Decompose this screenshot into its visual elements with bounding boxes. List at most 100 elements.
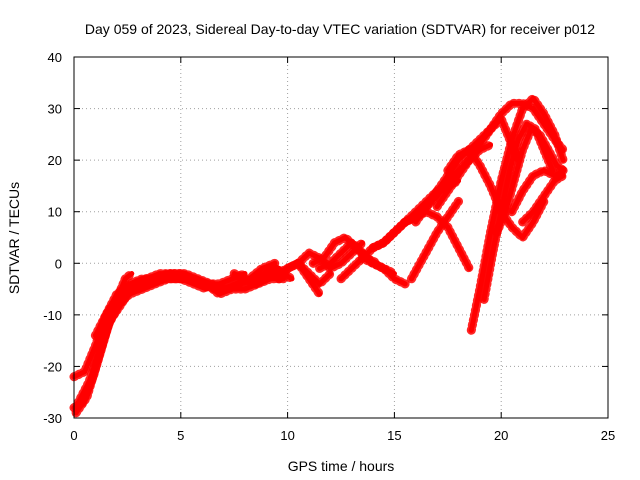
data-point <box>86 379 92 385</box>
data-point <box>509 209 515 215</box>
data-point <box>498 116 504 122</box>
data-point <box>468 327 474 333</box>
data-point <box>349 265 355 271</box>
data-point <box>488 142 493 148</box>
data-point <box>530 95 536 101</box>
x-tick-label: 15 <box>387 428 401 443</box>
data-point <box>477 142 483 148</box>
data-point <box>524 121 530 127</box>
data-point <box>169 271 175 277</box>
x-tick-label: 10 <box>280 428 294 443</box>
data-point <box>253 281 259 287</box>
y-tick-label: -10 <box>43 308 62 323</box>
data-point <box>191 276 197 282</box>
data-point <box>488 126 493 132</box>
data-point <box>231 271 237 277</box>
data-point <box>317 291 323 297</box>
data-point <box>317 265 323 271</box>
data-point <box>560 168 566 173</box>
data-point <box>528 126 534 132</box>
y-tick-label: 10 <box>48 205 62 220</box>
data-point <box>503 209 508 215</box>
series-layer <box>69 93 568 418</box>
data-point <box>332 240 338 246</box>
data-point <box>122 276 128 282</box>
data-point <box>242 276 248 282</box>
data-point <box>263 276 269 282</box>
data-point <box>520 235 526 240</box>
x-tick-label: 0 <box>70 428 77 443</box>
series-markers <box>407 196 463 284</box>
data-point <box>509 224 515 230</box>
series-markers <box>357 253 410 289</box>
data-point <box>97 348 103 354</box>
data-point <box>359 240 365 246</box>
data-point <box>295 260 301 266</box>
x-tick-label: 20 <box>494 428 508 443</box>
data-point <box>477 162 483 168</box>
data-point <box>552 178 558 184</box>
data-point <box>426 245 432 251</box>
data-point <box>310 260 316 266</box>
data-point <box>545 147 551 153</box>
y-tick-label: 0 <box>55 256 62 271</box>
series-pass-12 <box>293 238 367 273</box>
data-point <box>541 111 547 117</box>
series-markers <box>466 93 568 335</box>
data-point <box>434 188 440 194</box>
chart-title: Day 059 of 2023, Sidereal Day-to-day VTE… <box>85 21 595 37</box>
data-point <box>338 276 344 282</box>
data-point <box>409 276 414 282</box>
data-point <box>272 260 278 266</box>
data-point <box>515 137 521 142</box>
data-point <box>148 281 154 287</box>
data-point <box>456 198 461 204</box>
data-point <box>391 229 397 235</box>
data-point <box>509 100 515 106</box>
y-tick-label: 20 <box>48 153 62 168</box>
data-point <box>82 369 88 375</box>
data-point <box>554 162 560 168</box>
data-point <box>114 291 120 297</box>
data-point <box>92 333 98 338</box>
plot-frame <box>73 56 609 419</box>
data-point <box>178 276 184 282</box>
data-point <box>498 111 504 117</box>
data-point <box>342 235 348 240</box>
x-tick-label: 25 <box>601 428 615 443</box>
data-point <box>118 302 124 307</box>
data-point <box>466 265 472 271</box>
data-point <box>338 250 344 256</box>
data-point <box>229 286 235 292</box>
data-point <box>507 168 513 173</box>
x-tick-label: 5 <box>177 428 184 443</box>
data-point <box>276 276 282 282</box>
data-point <box>445 214 451 220</box>
data-point <box>560 157 566 163</box>
data-point <box>509 137 515 142</box>
data-point <box>541 193 547 199</box>
data-point <box>203 281 209 287</box>
data-point <box>156 276 162 282</box>
data-point <box>402 219 408 225</box>
tick-layer: 0 5 10 15 20 25 -30 -20 -10 0 10 20 30 40 <box>43 50 615 443</box>
data-point <box>417 260 423 266</box>
data-point <box>370 245 376 251</box>
data-point <box>338 260 344 266</box>
data-point <box>434 229 440 235</box>
data-point <box>488 229 493 235</box>
data-point <box>456 245 461 251</box>
data-point <box>242 286 248 292</box>
series-pass-23 <box>466 93 568 335</box>
series-markers <box>154 258 280 294</box>
data-point <box>321 255 327 261</box>
data-point <box>530 209 536 215</box>
data-point <box>402 281 408 287</box>
data-point <box>477 286 483 292</box>
data-point <box>127 281 132 287</box>
data-point <box>498 178 504 184</box>
data-point <box>103 312 109 318</box>
series-pass-16 <box>357 253 410 289</box>
data-point <box>413 219 419 225</box>
y-tick-label: -30 <box>43 411 62 426</box>
